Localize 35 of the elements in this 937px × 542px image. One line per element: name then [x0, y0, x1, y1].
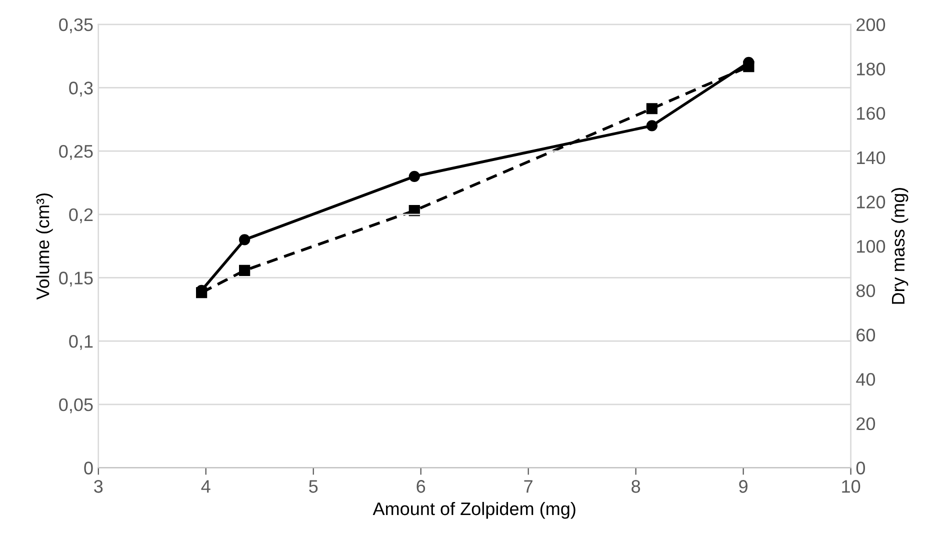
y2-tick-label: 160: [857, 106, 886, 120]
y-tick-label: 0: [84, 462, 93, 474]
y-tick-label: 0,25: [59, 145, 93, 160]
y-tick-label: 0,15: [59, 272, 93, 287]
y-tick-label: 0,1: [69, 335, 93, 350]
point: [646, 120, 658, 132]
y2-tick-label: 180: [857, 62, 886, 76]
y2-tick-label: 20: [856, 417, 876, 430]
x-tick-label: 7: [524, 480, 532, 493]
y-tick-label: 0,35: [59, 18, 93, 34]
x-tick-label: 4: [201, 480, 210, 493]
x-tick-label: 8: [632, 480, 640, 493]
y2-tick-label: 0: [856, 462, 865, 474]
y-tick-label: 0,3: [69, 82, 93, 97]
x-tick-label: 10: [842, 480, 860, 493]
x-tick-label: 6: [416, 480, 426, 493]
y2-tick-label: 80: [856, 284, 876, 298]
y-tick-label: 0,2: [69, 208, 93, 224]
y2-tick-label: 60: [856, 328, 876, 342]
y2-tick-label: 200: [856, 18, 886, 32]
point: [239, 234, 250, 246]
point: [408, 170, 420, 182]
y-tick-label: 0,05: [59, 398, 93, 414]
x-tick-label: 9: [739, 480, 748, 493]
y2-axis-title: Dry mass (mg): [891, 188, 908, 304]
y2-tick-label: 120: [857, 196, 886, 208]
x-axis-title: Amount of Zolpidem (mg): [372, 502, 576, 519]
point: [646, 103, 658, 114]
y2-tick-label: 140: [857, 151, 886, 164]
point: [239, 264, 250, 276]
y2-tick-label: 40: [856, 373, 876, 386]
x-tick-label: 3: [94, 480, 103, 493]
y-axis-title: Volume (cm³): [36, 194, 53, 300]
y2-tick-label: 100: [857, 240, 886, 253]
x-tick-label: 5: [309, 480, 318, 493]
